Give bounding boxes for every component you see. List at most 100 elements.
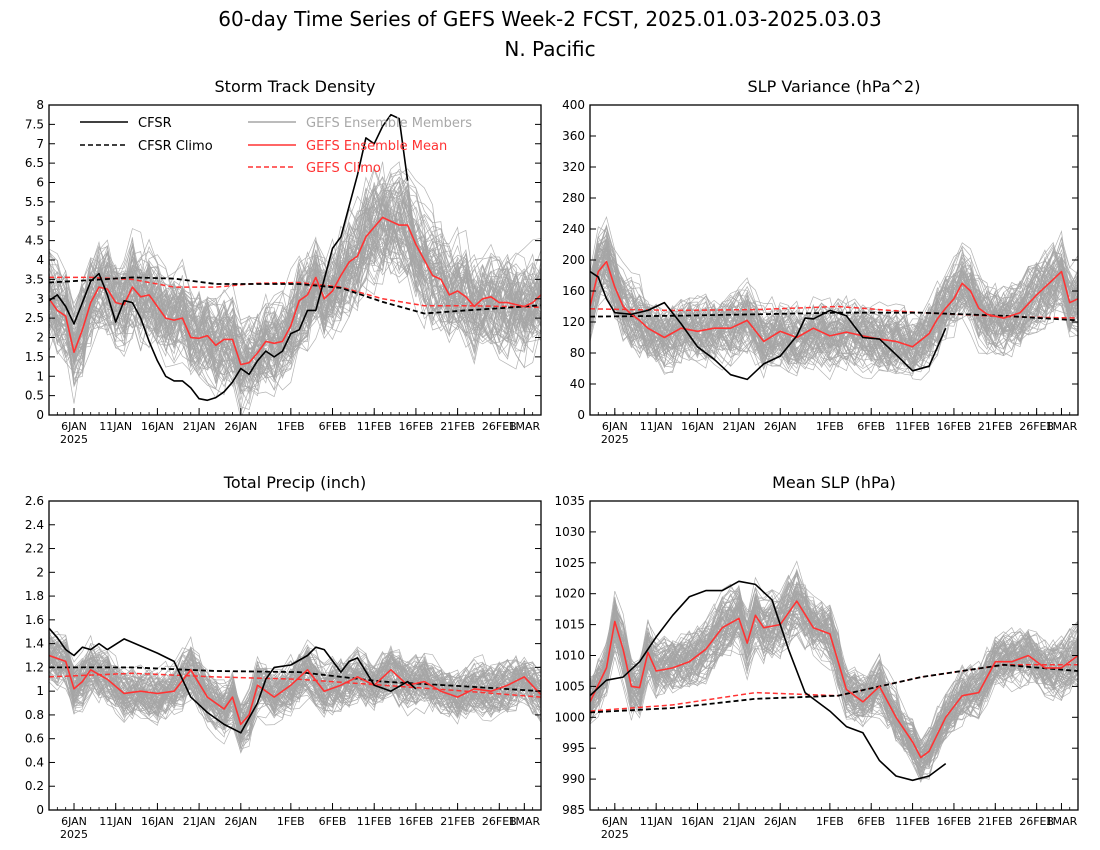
y-tick-label: 2.5 <box>25 311 44 325</box>
y-tick-label: 1000 <box>554 710 585 724</box>
x-tick-label: 1MAR <box>508 420 540 433</box>
x-tick-label: 21JAN <box>722 420 755 433</box>
y-tick-label: 1.5 <box>25 350 44 364</box>
legend-climo-label: GEFS Climo <box>306 161 381 176</box>
gefs-climo-line <box>49 276 541 309</box>
x-tick-label: 21JAN <box>722 815 755 828</box>
y-tick-label: 0.8 <box>25 708 44 722</box>
y-tick-label: 7.5 <box>25 117 44 131</box>
ensemble-members <box>49 629 541 754</box>
ensemble-member-line <box>49 226 541 414</box>
x-tick-label: 6JAN <box>61 420 87 433</box>
figure-subtitle: N. Pacific <box>504 37 595 61</box>
ensemble-member-line <box>590 241 1078 366</box>
ensemble-member-line <box>49 233 541 384</box>
gefs-ensemble-mean-line <box>590 260 1078 348</box>
y-tick-label: 240 <box>562 222 585 236</box>
x-tick-label: 16FEB <box>399 815 434 828</box>
gefs-ensemble-mean-line <box>49 216 541 366</box>
x-tick-label: 6JAN <box>602 420 628 433</box>
y-tick-label: 2.4 <box>25 518 44 532</box>
x-tick-year: 2025 <box>60 433 88 446</box>
y-tick-label: 0.5 <box>25 389 44 403</box>
y-tick-label: 3 <box>36 292 44 306</box>
y-tick-label: 0 <box>577 408 585 422</box>
y-tick-label: 1 <box>36 369 44 383</box>
x-tick-label: 21FEB <box>440 815 475 828</box>
ensemble-member-line <box>49 180 541 371</box>
cfsr-climo-line <box>590 663 1078 714</box>
y-tick-label: 1020 <box>554 587 585 601</box>
panel-title: Mean SLP (hPa) <box>772 473 896 492</box>
ensemble-member-line <box>49 176 541 393</box>
gefs-ensemble-mean-line <box>49 654 541 726</box>
x-tick-label: 21FEB <box>978 420 1013 433</box>
y-tick-label: 1.2 <box>25 660 44 674</box>
x-tick-label: 16FEB <box>399 420 434 433</box>
ensemble-member-line <box>590 600 1078 763</box>
x-tick-label: 11FEB <box>895 815 930 828</box>
y-tick-label: 5 <box>36 214 44 228</box>
x-tick-label: 16JAN <box>141 420 174 433</box>
y-tick-label: 2.2 <box>25 542 44 556</box>
panel-title: Storm Track Density <box>215 77 376 96</box>
y-tick-label: 3.5 <box>25 272 44 286</box>
y-tick-label: 1010 <box>554 649 585 663</box>
legend-mean-label: GEFS Ensemble Mean <box>306 139 447 154</box>
y-tick-label: 400 <box>562 98 585 112</box>
y-tick-label: 1030 <box>554 525 585 539</box>
x-tick-label: 6FEB <box>857 815 885 828</box>
ensemble-member-line <box>590 616 1078 777</box>
panel-title: Total Precip (inch) <box>223 473 366 492</box>
y-tick-label: 360 <box>562 129 585 143</box>
y-tick-label: 985 <box>562 803 585 817</box>
x-tick-label: 6FEB <box>319 815 347 828</box>
x-tick-label: 21FEB <box>978 815 1013 828</box>
ensemble-members <box>590 215 1078 381</box>
ensemble-member-line <box>49 644 541 731</box>
x-tick-label: 6JAN <box>602 815 628 828</box>
x-tick-label: 1MAR <box>508 815 540 828</box>
cfsr-line <box>49 627 417 734</box>
ensemble-member-line <box>49 647 541 721</box>
ensemble-member-line <box>49 648 541 727</box>
y-tick-label: 8 <box>36 98 44 112</box>
y-tick-label: 1.4 <box>25 637 44 651</box>
x-tick-label: 26FEB <box>1019 815 1054 828</box>
ensemble-member-line <box>49 643 541 748</box>
y-tick-label: 1035 <box>554 494 585 508</box>
y-tick-label: 6 <box>36 176 44 190</box>
y-tick-label: 1.8 <box>25 589 44 603</box>
ensemble-member-line <box>49 638 541 728</box>
ensemble-member-line <box>590 611 1078 775</box>
panel-1: Storm Track Density 0 0.5 1 1.5 2 2.5 3 3.5 4 4.5 5… <box>25 77 542 446</box>
y-tick-label: 160 <box>562 284 585 298</box>
x-tick-label: 11JAN <box>99 815 132 828</box>
plot-area <box>590 560 1078 783</box>
x-tick-label: 21JAN <box>183 420 216 433</box>
ensemble-member-line <box>590 247 1078 366</box>
x-tick-label: 26JAN <box>764 420 797 433</box>
y-tick-label: 4 <box>36 253 44 267</box>
ensemble-member-line <box>590 596 1078 754</box>
x-tick-label: 6JAN <box>61 815 87 828</box>
y-tick-label: 80 <box>570 346 585 360</box>
y-tick-label: 40 <box>570 377 585 391</box>
y-tick-label: 120 <box>562 315 585 329</box>
ensemble-member-line <box>590 245 1078 370</box>
y-tick-label: 0 <box>36 408 44 422</box>
y-tick-label: 200 <box>562 253 585 267</box>
y-tick-label: 995 <box>562 741 585 755</box>
y-tick-label: 0 <box>36 803 44 817</box>
figure-title: 60-day Time Series of GEFS Week-2 FCST, … <box>218 7 881 31</box>
y-tick-label: 1005 <box>554 679 585 693</box>
x-tick-label: 11JAN <box>640 420 673 433</box>
x-tick-year: 2025 <box>601 433 629 446</box>
x-tick-label: 1FEB <box>816 420 844 433</box>
panel-title: SLP Variance (hPa^2) <box>748 77 921 96</box>
ensemble-member-line <box>590 596 1078 747</box>
y-tick-label: 2 <box>36 565 44 579</box>
x-tick-label: 16JAN <box>681 815 714 828</box>
x-tick-year: 2025 <box>60 828 88 841</box>
